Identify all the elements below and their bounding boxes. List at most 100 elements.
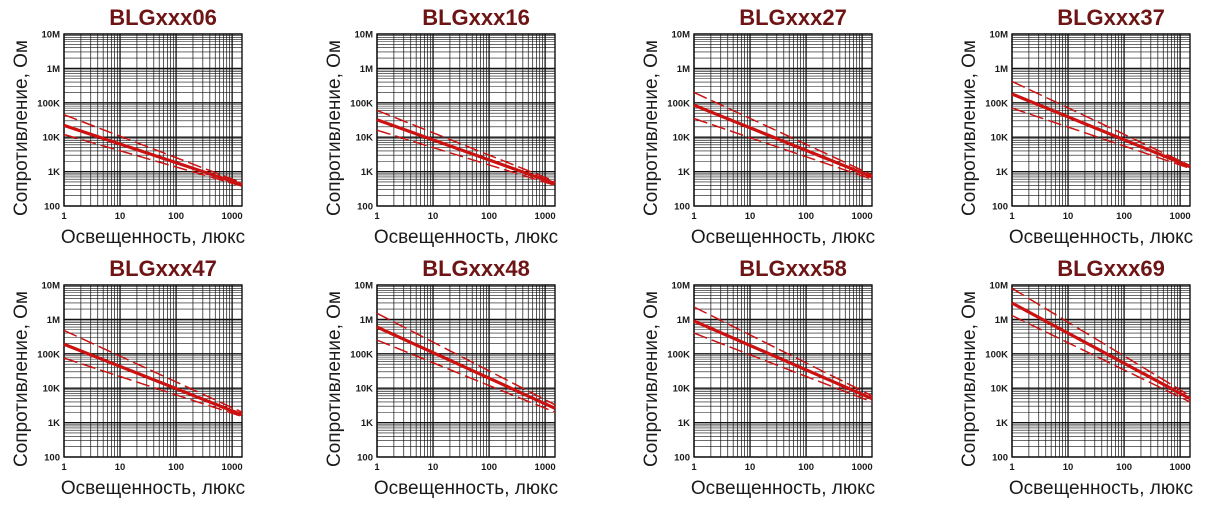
nominal-curve: [693, 319, 873, 401]
x-tick-label: 1000: [852, 211, 873, 222]
tolerance-curve: [63, 329, 243, 413]
chart-panel: BLGxxx47 100 1K 10K 100K 1M 10M 1 10 100 1000 Освещ…: [11, 256, 245, 499]
y-tick-label: 100: [44, 453, 60, 464]
x-axis-label: Освещенность, люкс: [374, 478, 558, 499]
x-tick-label: 1000: [535, 462, 556, 473]
y-tick-label: 1K: [48, 167, 60, 178]
y-tick-label: 100: [357, 453, 373, 464]
chart-panel: BLGxxx27 100 1K 10K 100K 1M 10M 1 10 100 1000 Освещ…: [641, 5, 875, 248]
x-tick-label: 1000: [535, 211, 556, 222]
y-tick-label: 10K: [356, 133, 374, 144]
x-tick-label: 10: [115, 211, 126, 222]
x-tick-label: 1000: [852, 462, 873, 473]
chart-panel: BLGxxx37 100 1K 10K 100K 1M 10M 1 10 100 1000 Освещ…: [959, 5, 1193, 248]
y-tick-label: 100K: [37, 349, 60, 360]
chart-panel: BLGxxx69 100 1K 10K 100K 1M 10M 1 10 100 1000 Освещ…: [959, 256, 1193, 499]
y-tick-label: 1K: [361, 418, 373, 429]
x-tick-label: 10: [745, 462, 756, 473]
y-tick-label: 10K: [356, 384, 374, 395]
nominal-curve: [376, 118, 556, 186]
y-axis-label: Сопротивление, Ом: [324, 40, 345, 216]
y-tick-label: 1K: [48, 418, 60, 429]
y-tick-label: 10K: [673, 384, 691, 395]
y-axis-label: Сопротивление, Ом: [959, 40, 980, 216]
y-tick-label: 100K: [37, 98, 60, 109]
y-tick-label: 100K: [667, 349, 690, 360]
x-axis-label: Освещенность, люкс: [61, 227, 245, 248]
y-tick-label: 10M: [990, 281, 1009, 292]
y-tick-label: 10K: [43, 133, 61, 144]
x-tick-label: 10: [115, 462, 126, 473]
grid: [1011, 284, 1190, 458]
y-tick-label: 10M: [355, 30, 374, 41]
tolerance-curve: [63, 133, 243, 187]
x-tick-label: 100: [798, 211, 814, 222]
x-tick-label: 10: [745, 211, 756, 222]
x-tick-label: 1: [61, 462, 67, 473]
x-tick-label: 1: [61, 211, 67, 222]
nominal-curve: [63, 342, 243, 417]
y-tick-label: 100K: [985, 349, 1008, 360]
y-tick-label: 1K: [996, 167, 1008, 178]
y-tick-label: 10M: [672, 281, 691, 292]
plot-frame: [1011, 284, 1191, 458]
y-tick-label: 1K: [678, 418, 690, 429]
chart-title: BLGxxx27: [739, 5, 847, 30]
y-tick-label: 10M: [990, 30, 1009, 41]
y-tick-label: 10M: [42, 30, 61, 41]
nominal-curve: [376, 325, 556, 410]
tolerance-curve: [63, 113, 243, 184]
plot-frame: [693, 33, 873, 207]
x-tick-label: 100: [481, 211, 497, 222]
x-axis-label: Освещенность, люкс: [1009, 478, 1193, 499]
y-tick-label: 1M: [360, 315, 373, 326]
plot-frame: [1011, 33, 1191, 207]
x-tick-label: 100: [481, 462, 497, 473]
grid: [376, 33, 555, 207]
y-tick-label: 10K: [991, 133, 1009, 144]
chart-panel: BLGxxx06 100 1K 10K 100K 1M 10M 1 10 100 1000 Освещ…: [11, 5, 245, 248]
x-tick-label: 10: [1063, 462, 1074, 473]
y-tick-label: 1M: [677, 64, 690, 75]
tolerance-curve: [693, 91, 873, 176]
y-axis-label: Сопротивление, Ом: [11, 291, 32, 467]
tolerance-curve: [693, 117, 873, 180]
plot-frame: [693, 284, 873, 458]
nominal-curve: [693, 103, 873, 179]
tolerance-curve: [63, 357, 243, 418]
x-axis-label: Освещенность, люкс: [691, 478, 875, 499]
x-tick-label: 1: [1009, 462, 1015, 473]
y-tick-label: 100: [44, 202, 60, 213]
x-tick-label: 100: [798, 462, 814, 473]
y-tick-label: 1M: [677, 315, 690, 326]
grid: [693, 284, 872, 458]
x-tick-label: 1: [1009, 211, 1015, 222]
y-tick-label: 10M: [355, 281, 374, 292]
tolerance-curve: [376, 129, 556, 187]
y-tick-label: 100: [992, 202, 1008, 213]
x-tick-label: 1: [374, 211, 380, 222]
y-tick-label: 10K: [673, 133, 691, 144]
y-tick-label: 100K: [667, 98, 690, 109]
chart-title: BLGxxx06: [109, 5, 217, 30]
tolerance-curve: [693, 306, 873, 397]
y-tick-label: 1K: [678, 167, 690, 178]
y-tick-label: 100: [992, 453, 1008, 464]
x-tick-label: 1: [691, 462, 697, 473]
grid: [63, 33, 242, 207]
x-tick-label: 1: [691, 211, 697, 222]
y-axis-label: Сопротивление, Ом: [324, 291, 345, 467]
tolerance-curve: [1011, 287, 1191, 397]
chart-title: BLGxxx37: [1057, 5, 1165, 30]
tolerance-curve: [376, 339, 556, 413]
y-axis-label: Сопротивление, Ом: [11, 40, 32, 216]
tolerance-curve: [376, 312, 556, 406]
x-tick-label: 10: [1063, 211, 1074, 222]
chart-title: BLGxxx69: [1057, 256, 1165, 281]
y-tick-label: 1M: [47, 64, 60, 75]
chart-title: BLGxxx48: [422, 256, 530, 281]
chart-panel: BLGxxx16 100 1K 10K 100K 1M 10M 1 10 100 1000 Освещ…: [324, 5, 558, 248]
x-tick-label: 100: [168, 462, 184, 473]
y-tick-label: 100: [674, 202, 690, 213]
